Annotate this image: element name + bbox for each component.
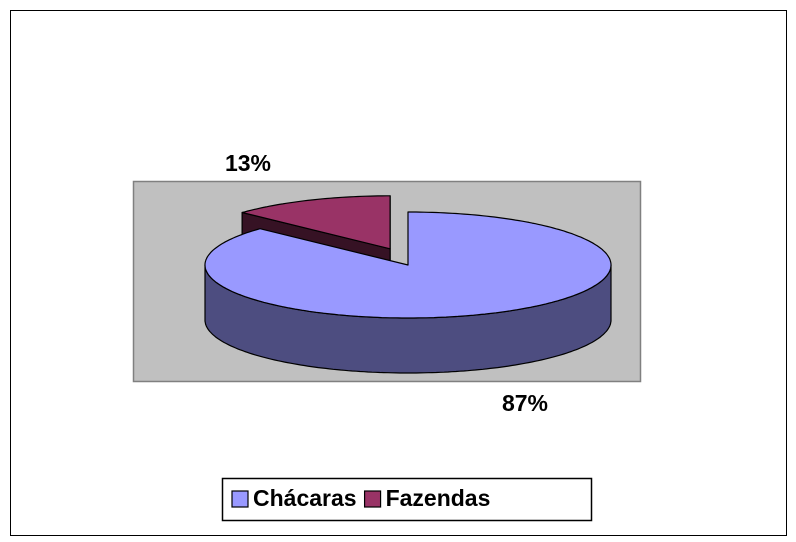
slice bbox=[241, 195, 391, 250]
legend-swatch bbox=[231, 490, 249, 508]
legend-label: Fazendas bbox=[386, 485, 491, 511]
legend bbox=[221, 477, 593, 522]
legend-swatch bbox=[363, 490, 382, 508]
data-label: 13% bbox=[225, 150, 271, 176]
slice bbox=[204, 211, 612, 319]
pie bbox=[204, 195, 612, 374]
data-label: 87% bbox=[502, 390, 548, 416]
legend-label: Chácaras bbox=[253, 485, 357, 511]
